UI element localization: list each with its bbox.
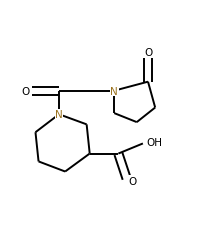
Text: O: O [129,176,137,186]
Text: N: N [110,86,118,96]
Text: O: O [144,48,152,58]
Text: OH: OH [146,138,162,148]
Text: O: O [21,86,29,96]
Text: N: N [55,110,63,120]
